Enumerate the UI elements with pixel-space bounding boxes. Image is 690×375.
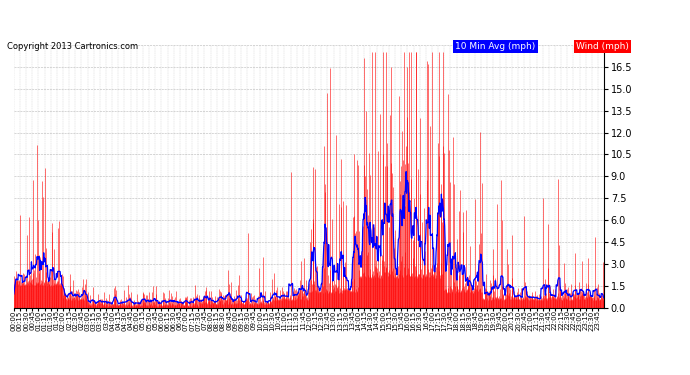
Text: Wind Speed Actual and 10 Minute Average (24 Hours)  (New) 20130720: Wind Speed Actual and 10 Minute Average … (77, 9, 613, 22)
Text: 10 Min Avg (mph): 10 Min Avg (mph) (455, 42, 535, 51)
Text: Copyright 2013 Cartronics.com: Copyright 2013 Cartronics.com (7, 42, 138, 51)
Text: Wind (mph): Wind (mph) (576, 42, 629, 51)
